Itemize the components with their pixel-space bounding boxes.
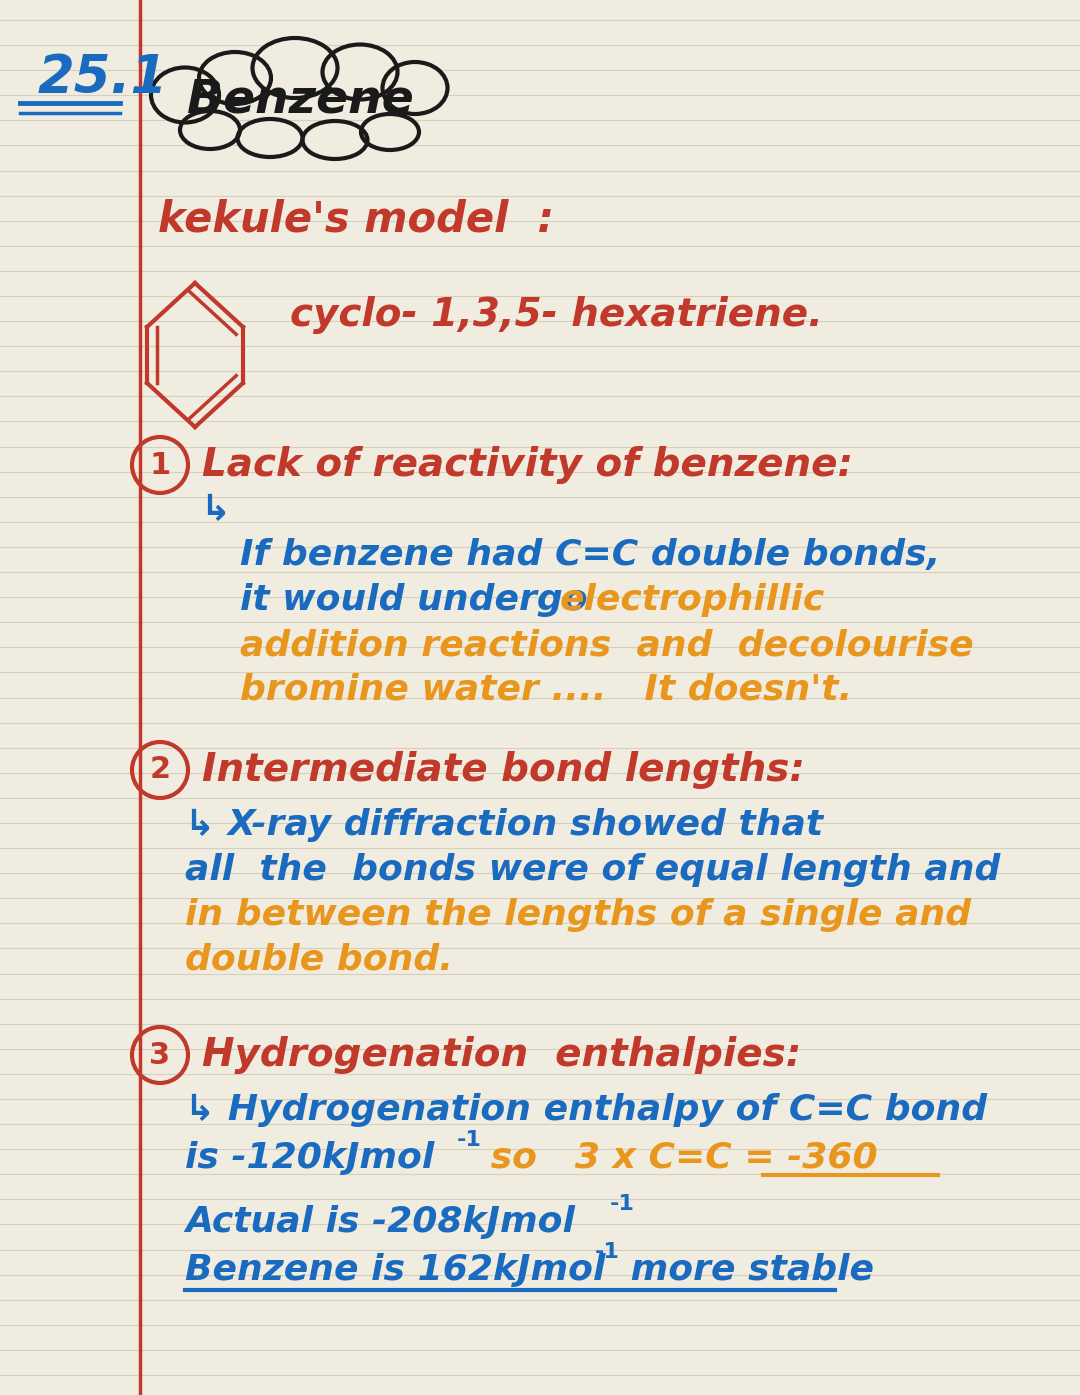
Text: Lack of reactivity of benzene:: Lack of reactivity of benzene: (202, 446, 853, 484)
Text: cyclo- 1,3,5- hexatriene.: cyclo- 1,3,5- hexatriene. (291, 296, 823, 333)
Text: all  the  bonds were of equal length and: all the bonds were of equal length and (185, 852, 1000, 887)
Text: in between the lengths of a single and: in between the lengths of a single and (185, 898, 971, 932)
Ellipse shape (180, 112, 240, 149)
Text: Actual is -208kJmol: Actual is -208kJmol (185, 1205, 575, 1239)
Text: 25.1: 25.1 (38, 52, 168, 105)
Text: -1: -1 (595, 1242, 620, 1262)
Text: so   3 x C=C = -360: so 3 x C=C = -360 (478, 1141, 878, 1175)
Ellipse shape (253, 38, 337, 98)
Text: bromine water ....   It doesn't.: bromine water .... It doesn't. (240, 672, 852, 707)
Text: If benzene had C=C double bonds,: If benzene had C=C double bonds, (240, 538, 941, 572)
Text: -1: -1 (610, 1194, 635, 1214)
Text: double bond.: double bond. (185, 943, 453, 976)
Ellipse shape (361, 114, 419, 151)
Ellipse shape (382, 61, 447, 114)
Text: Intermediate bond lengths:: Intermediate bond lengths: (202, 751, 805, 790)
Text: 2: 2 (149, 756, 171, 784)
Text: 1: 1 (149, 451, 171, 480)
Ellipse shape (238, 119, 302, 158)
Text: ↳ X-ray diffraction showed that: ↳ X-ray diffraction showed that (185, 808, 823, 843)
Text: Benzene: Benzene (187, 78, 414, 123)
Text: more stable: more stable (618, 1253, 874, 1288)
Ellipse shape (151, 67, 219, 123)
Ellipse shape (302, 121, 367, 159)
Text: -1: -1 (457, 1130, 482, 1149)
Text: 3: 3 (149, 1041, 171, 1070)
Text: it would undergo: it would undergo (240, 583, 612, 617)
Text: Hydrogenation  enthalpies:: Hydrogenation enthalpies: (202, 1036, 801, 1074)
Ellipse shape (323, 45, 397, 99)
Ellipse shape (199, 52, 271, 105)
Text: ↳: ↳ (200, 492, 230, 527)
Text: addition reactions  and  decolourise: addition reactions and decolourise (240, 628, 974, 663)
Text: kekule's model  :: kekule's model : (158, 199, 554, 241)
Text: ↳ Hydrogenation enthalpy of C=C bond: ↳ Hydrogenation enthalpy of C=C bond (185, 1094, 987, 1127)
Text: electrophillic: electrophillic (561, 583, 825, 617)
Text: is -120kJmol: is -120kJmol (185, 1141, 434, 1175)
Text: Benzene is 162kJmol: Benzene is 162kJmol (185, 1253, 606, 1288)
